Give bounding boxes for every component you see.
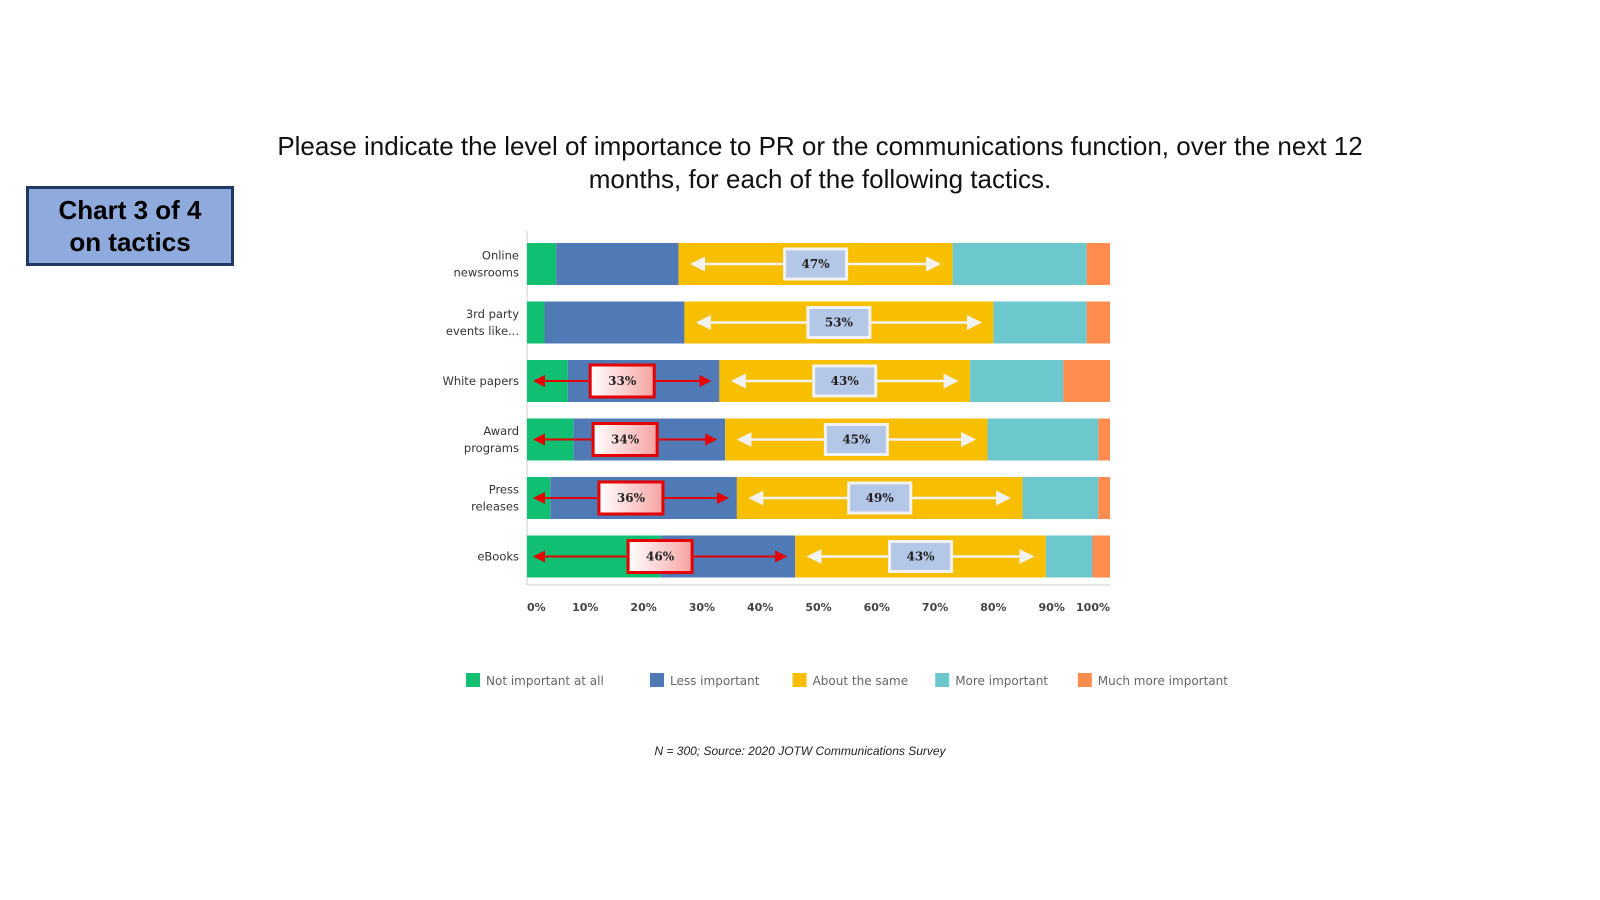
legend-swatch xyxy=(935,673,950,687)
callout-label: 53% xyxy=(825,316,854,330)
legend: Not important at all Less important About … xyxy=(466,673,1228,688)
callout-label: 46% xyxy=(646,550,675,564)
category-label: White papers xyxy=(442,374,519,388)
legend-swatch xyxy=(650,673,664,687)
red-callout-box xyxy=(588,363,656,399)
bar-segment xyxy=(987,418,1099,461)
chart-badge: Chart 3 of 4 on tactics xyxy=(26,186,234,266)
bar-segment xyxy=(556,243,679,285)
x-tick-label: 40% xyxy=(747,601,773,614)
red-callout-box xyxy=(626,539,694,574)
legend-label: Not important at all xyxy=(486,674,604,688)
blue-callout-box xyxy=(783,247,849,281)
legend-swatch xyxy=(1077,673,1092,687)
blue-callout-box xyxy=(823,423,889,456)
callout-label: 34% xyxy=(611,433,640,447)
callout-label: 49% xyxy=(866,491,895,505)
legend-label: More important xyxy=(955,674,1048,688)
callout-label: 43% xyxy=(831,374,860,388)
bar-segment xyxy=(1092,535,1110,578)
callout-label: 47% xyxy=(802,257,831,271)
bar-segment xyxy=(1045,535,1093,578)
legend-label: About the same xyxy=(813,674,908,688)
red-callout-box xyxy=(591,422,659,457)
category-label: Award programs xyxy=(464,424,519,455)
red-callout-box xyxy=(597,480,665,516)
x-tick-label: 30% xyxy=(689,601,715,614)
x-tick-label: 60% xyxy=(864,601,890,614)
footnote: N = 300; Source: 2020 JOTW Communication… xyxy=(654,744,946,758)
bar-segment xyxy=(1098,477,1110,519)
callout-label: 43% xyxy=(906,550,935,564)
x-tick-label: 100% xyxy=(1076,601,1110,614)
callout-label: 36% xyxy=(617,491,646,505)
category-label: 3rd party events like... xyxy=(446,307,519,338)
bar-segment xyxy=(527,243,557,285)
blue-callout-box xyxy=(847,481,913,515)
legend-label: Less important xyxy=(670,674,760,688)
bar-segment xyxy=(1022,477,1099,519)
blue-callout-box xyxy=(812,364,878,398)
callout-label: 33% xyxy=(608,374,637,388)
x-tick-label: 20% xyxy=(630,601,656,614)
bar-segment xyxy=(527,301,545,344)
bar-segment xyxy=(1098,418,1110,461)
x-tick-label: 0% xyxy=(527,601,546,614)
blue-callout-box xyxy=(888,540,954,573)
category-label: eBooks xyxy=(477,550,519,564)
chart-title: Please indicate the level of importance … xyxy=(277,131,1363,194)
callout-label: 45% xyxy=(842,433,871,447)
legend-label: Much more important xyxy=(1098,674,1228,688)
bar-segment xyxy=(970,360,1064,402)
bar-segment xyxy=(952,243,1087,285)
bar-segment xyxy=(1086,243,1110,285)
blue-callout-box xyxy=(806,306,872,339)
bar-segment xyxy=(1086,301,1110,344)
chart-badge-text: Chart 3 of 4 on tactics xyxy=(58,195,202,257)
legend-swatch xyxy=(792,673,807,687)
category-label: Online newsrooms xyxy=(453,249,519,280)
x-tick-label: 90% xyxy=(1039,601,1065,614)
x-tick-label: 70% xyxy=(922,601,948,614)
plot-area: Online newsrooms 3rd party events like... Wh… xyxy=(442,231,1110,614)
legend-swatch xyxy=(466,673,480,687)
category-label: Press releases xyxy=(471,483,519,514)
bar-segment xyxy=(1063,360,1110,402)
bar-segment xyxy=(993,301,1087,344)
x-tick-label: 80% xyxy=(980,601,1006,614)
x-tick-label: 10% xyxy=(572,601,598,614)
x-tick-label: 50% xyxy=(805,601,831,614)
bar-segment xyxy=(544,301,685,344)
